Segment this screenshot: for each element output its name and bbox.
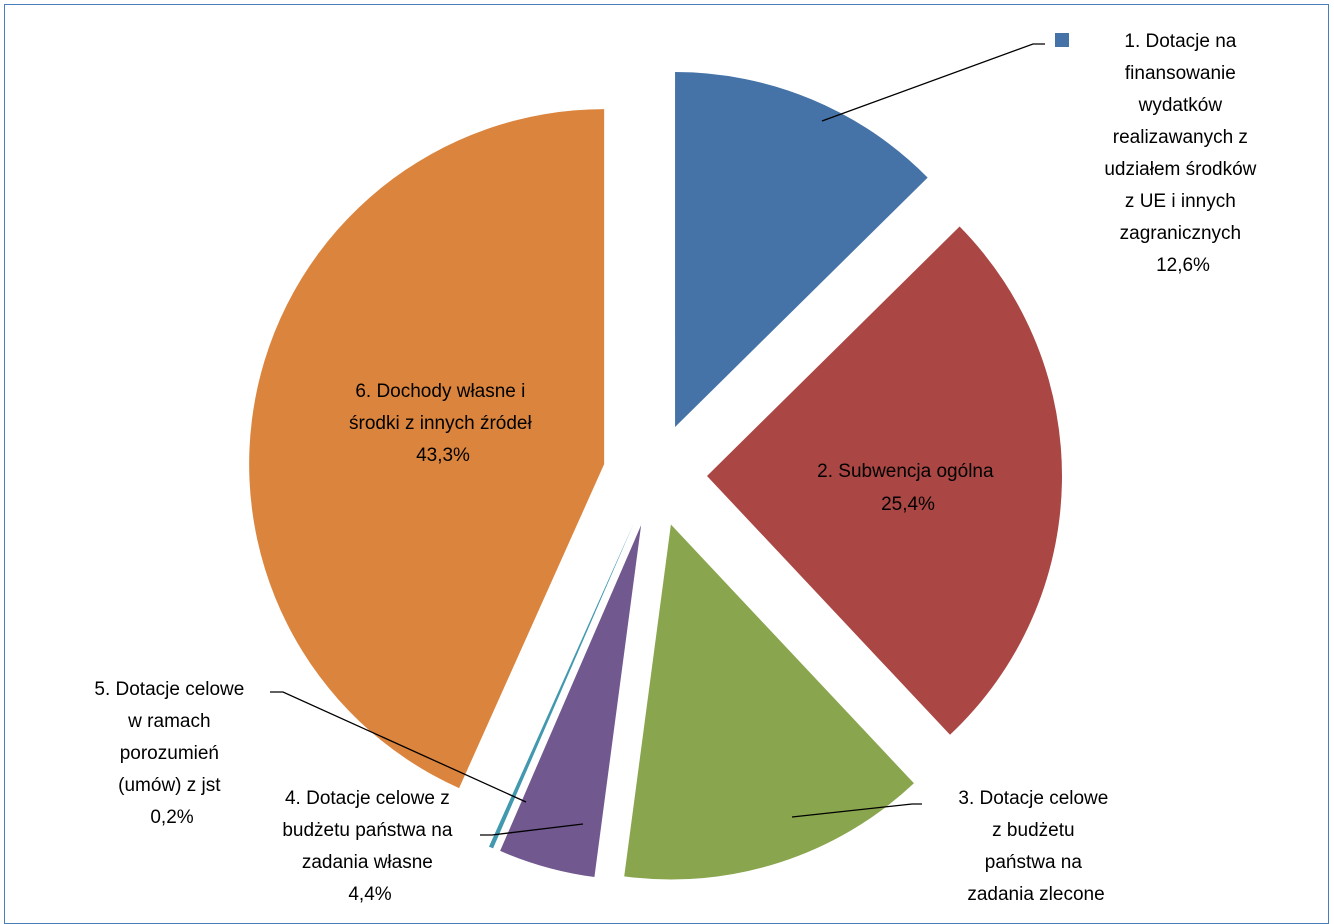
pie-slice-2: [706, 226, 1062, 735]
pie-slice-3: [624, 524, 914, 880]
leader-line-slice-3: [791, 803, 922, 818]
data-label-slice-2: 2. Subwencja ogólna 25,4%: [817, 461, 999, 515]
pie-slice-4: [500, 525, 642, 878]
data-label-slice-4: 4. Dotacje celowe z budżetu państwa na z…: [282, 788, 457, 905]
data-label-slice-1: 1. Dotacje na finansowanie wydatków real…: [1104, 31, 1261, 276]
data-label-slice-3: 3. Dotacje celowe z budżetu państwa na z…: [958, 788, 1113, 905]
data-label-slice-6: 6. Dochody własne i środki z innych źród…: [349, 381, 537, 466]
leader-line-slice-5: [270, 691, 527, 803]
pie-slice-5: [488, 522, 635, 849]
leader-line-slice-1: [821, 43, 1045, 122]
legend-marker-slice-1: [1055, 33, 1069, 47]
leader-line-slice-4: [480, 823, 584, 836]
data-label-slice-5: 5. Dotacje celowe w ramach porozumień (u…: [94, 679, 249, 828]
pie-slice-1: [675, 72, 928, 428]
pie-slice-6: [249, 109, 605, 789]
